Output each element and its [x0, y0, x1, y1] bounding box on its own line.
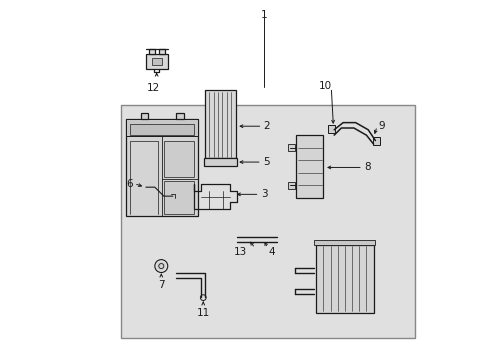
Circle shape [329, 128, 332, 130]
Bar [372, 137, 379, 145]
Text: 7: 7 [158, 280, 164, 290]
Text: 9: 9 [378, 121, 384, 131]
Bar [159, 49, 165, 54]
Text: 10: 10 [319, 81, 332, 91]
Bar [287, 144, 294, 151]
Text: 6: 6 [126, 179, 132, 189]
Bar [327, 126, 334, 133]
Bar [152, 58, 162, 64]
Bar [203, 158, 237, 166]
Text: 5: 5 [263, 157, 269, 167]
Text: 4: 4 [268, 247, 275, 257]
Bar [121, 105, 414, 338]
Text: 1: 1 [261, 10, 267, 20]
Bar [287, 182, 294, 189]
Bar [175, 113, 183, 119]
Bar [204, 90, 235, 158]
Text: 12: 12 [147, 83, 160, 93]
Text: 8: 8 [364, 162, 370, 172]
Bar [296, 135, 323, 198]
Bar [140, 113, 148, 119]
Bar [163, 141, 194, 177]
Bar [145, 54, 168, 69]
Text: 2: 2 [263, 121, 269, 131]
Bar [129, 125, 194, 135]
Circle shape [157, 262, 165, 270]
Text: 13: 13 [233, 247, 246, 257]
Bar [148, 49, 155, 54]
Bar [316, 244, 373, 313]
Text: 11: 11 [196, 309, 209, 318]
Bar [163, 181, 194, 214]
Bar [314, 240, 375, 245]
Text: 3: 3 [261, 189, 267, 199]
Bar [126, 119, 198, 216]
Bar [126, 119, 198, 136]
